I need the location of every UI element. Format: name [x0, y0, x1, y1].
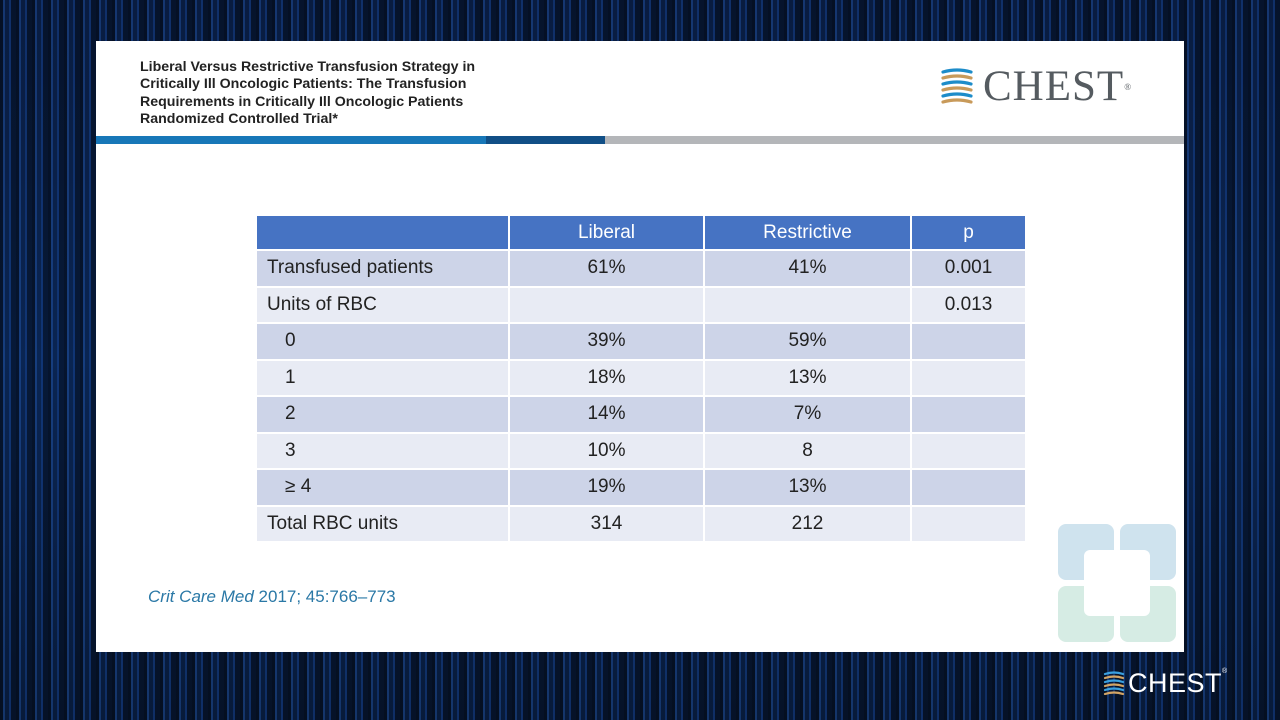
- cell-restrictive: 8: [705, 433, 910, 468]
- table-header-row: Liberal Restrictive p: [257, 216, 1025, 249]
- logo-text: CHEST®: [983, 63, 1133, 110]
- cell-liberal: 314: [510, 506, 703, 541]
- cell-restrictive: 41%: [705, 251, 910, 286]
- corner-logo-text: CHEST®: [1128, 667, 1228, 698]
- cell-liberal: 39%: [510, 324, 703, 359]
- cell-restrictive: 13%: [705, 360, 910, 395]
- cross-watermark-icon: [1058, 524, 1176, 642]
- table-row: 3 10% 8: [257, 433, 1025, 468]
- cell-p: [912, 433, 1025, 468]
- table-row: 2 14% 7%: [257, 397, 1025, 432]
- row-label: Units of RBC: [257, 287, 508, 322]
- citation: Crit Care Med 2017; 45:766–773: [148, 587, 396, 607]
- cell-restrictive: 7%: [705, 397, 910, 432]
- slide-title: Liberal Versus Restrictive Transfusion S…: [140, 59, 476, 127]
- cell-p: [912, 324, 1025, 359]
- cell-p: [912, 360, 1025, 395]
- cell-restrictive: [705, 287, 910, 322]
- cell-liberal: 10%: [510, 433, 703, 468]
- slide: Liberal Versus Restrictive Transfusion S…: [96, 41, 1184, 652]
- row-label: Transfused patients: [257, 251, 508, 286]
- table-row: Total RBC units 314 212: [257, 506, 1025, 541]
- cell-p: 0.013: [912, 287, 1025, 322]
- cell-liberal: 18%: [510, 360, 703, 395]
- header-empty: [257, 216, 508, 249]
- cell-p: [912, 470, 1025, 505]
- table-row: Units of RBC 0.013: [257, 287, 1025, 322]
- cell-p: [912, 506, 1025, 541]
- row-label: 2: [257, 397, 508, 432]
- header-bar: [96, 136, 1184, 144]
- chest-logo: CHEST®: [939, 65, 1132, 109]
- header-liberal: Liberal: [510, 216, 703, 249]
- cell-liberal: [510, 287, 703, 322]
- table-row: Transfused patients 61% 41% 0.001: [257, 251, 1025, 286]
- table-row: ≥ 4 19% 13%: [257, 470, 1025, 505]
- row-label: 1: [257, 360, 508, 395]
- results-table: Liberal Restrictive p Transfused patient…: [255, 214, 1027, 543]
- row-label: ≥ 4: [257, 470, 508, 505]
- chest-logo-mark-icon: [1103, 671, 1125, 695]
- chest-logo-mark-icon: [941, 68, 973, 104]
- cell-restrictive: 59%: [705, 324, 910, 359]
- corner-chest-logo: CHEST®: [1103, 668, 1228, 698]
- cell-p: [912, 397, 1025, 432]
- cell-restrictive: 13%: [705, 470, 910, 505]
- row-label: 3: [257, 433, 508, 468]
- cell-restrictive: 212: [705, 506, 910, 541]
- table-row: 0 39% 59%: [257, 324, 1025, 359]
- header-restrictive: Restrictive: [705, 216, 910, 249]
- table-row: 1 18% 13%: [257, 360, 1025, 395]
- citation-journal: Crit Care Med: [148, 587, 254, 606]
- row-label: 0: [257, 324, 508, 359]
- cell-liberal: 19%: [510, 470, 703, 505]
- citation-details: 2017; 45:766–773: [253, 587, 396, 606]
- header-p: p: [912, 216, 1025, 249]
- cell-liberal: 14%: [510, 397, 703, 432]
- row-label: Total RBC units: [257, 506, 508, 541]
- cell-p: 0.001: [912, 251, 1025, 286]
- cell-liberal: 61%: [510, 251, 703, 286]
